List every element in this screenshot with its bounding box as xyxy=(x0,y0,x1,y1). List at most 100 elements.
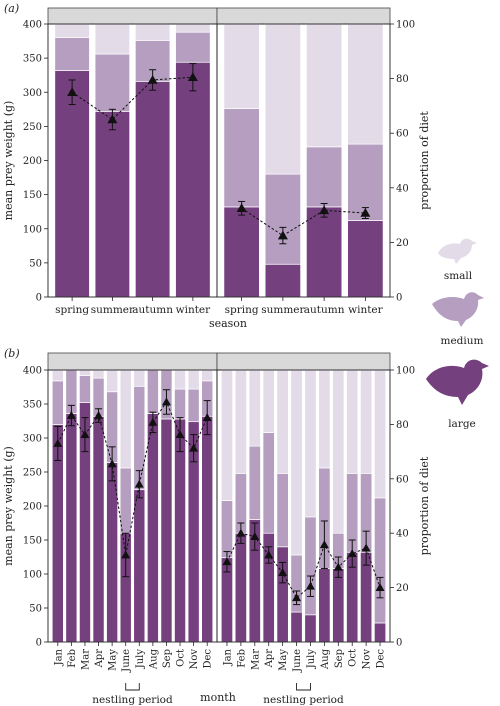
panel-a-mean-point-male-winter xyxy=(360,208,371,217)
panel-b-mean-point-female-feb xyxy=(66,411,76,419)
panel-a-right-tick-label-20: 20 xyxy=(396,238,409,249)
panel-b-x-tick-label-female-mar: Mar xyxy=(80,649,91,670)
panel-b-mean-point-male-oct xyxy=(347,549,357,557)
panel-a-facet-strip-female xyxy=(47,7,218,25)
panel-b-y-tick-label-0: 0 xyxy=(36,638,42,649)
panel-b-right-tick-label-20: 20 xyxy=(396,583,409,594)
nestling-bracket-male xyxy=(296,683,311,691)
panel-a-y-tick-label-350: 350 xyxy=(23,54,42,65)
panel-b-right-tick-label-60: 60 xyxy=(396,474,409,485)
panel-b-bar-male-mar-small xyxy=(248,369,261,447)
panel-a-label: (a) xyxy=(4,2,19,15)
panel-a-bar-male-summer-medium xyxy=(264,173,301,265)
panel-a-mean-point-male-spring xyxy=(236,203,247,213)
panel-b-right-tick-label-0: 0 xyxy=(396,638,402,649)
panel-a-bar-female-summer-small xyxy=(94,23,131,55)
panel-b-bar-female-june-medium xyxy=(119,467,132,534)
panel-b-bar-male-may-large xyxy=(276,546,289,643)
panel-b-mean-point-male-jan xyxy=(222,557,232,566)
panel-b-right-tick-label-80: 80 xyxy=(396,420,409,431)
panel-b-bar-female-june-small xyxy=(119,369,132,469)
panel-b-bar-female-july-small xyxy=(133,369,146,387)
panel-a-mean-point-male-summer xyxy=(277,230,288,240)
panel-b-y-tick-label-250: 250 xyxy=(23,468,42,479)
panel-a-mean-point-female-autumn xyxy=(147,74,158,84)
panel-b-x-tick-label-male-aug: Aug xyxy=(320,648,331,670)
nestling-bracket-female xyxy=(125,683,140,691)
panel-a-y-axis-label: mean prey weight (g) xyxy=(2,101,15,221)
panel-a-y-tick-label-300: 300 xyxy=(23,88,42,99)
panel-b-bar-male-july-large xyxy=(304,614,317,643)
panel-b-x-tick-label-male-july: July xyxy=(306,649,317,670)
panel-a-bar-female-winter-medium xyxy=(175,31,211,63)
panel-b-x-tick-label-female-apr: Apr xyxy=(94,649,105,669)
panel-b-x-tick-label-female-sep: Sep xyxy=(162,649,173,668)
panel-a-bar-female-winter-small xyxy=(175,23,211,33)
panel-a-y-tick-label-400: 400 xyxy=(23,20,42,31)
small-bird-icon xyxy=(438,238,477,264)
panel-b-mean-point-female-may xyxy=(107,459,117,468)
panel-b-x-tick-label-male-mar: Mar xyxy=(250,649,261,670)
panel-a-right-tick-label-0: 0 xyxy=(396,293,402,304)
panel-a-right-tick-label-40: 40 xyxy=(396,183,409,194)
panel-b-x-tick-label-male-nov: Nov xyxy=(362,649,373,670)
panel-b-mean-point-male-feb xyxy=(236,528,246,537)
panel-b-bar-female-dec-large xyxy=(201,415,214,643)
panel-a-bar-female-spring-large xyxy=(54,70,90,298)
panel-a-bar-female-spring-medium xyxy=(54,37,90,71)
panel-a-bar-female-winter-large xyxy=(175,61,211,298)
panel-b-y-tick-label-400: 400 xyxy=(23,366,42,377)
panel-a-y-tick-label-0: 0 xyxy=(36,293,42,304)
panel-a-x-tick-label-male-spring: spring xyxy=(225,304,259,316)
panel-b-mean-point-female-apr xyxy=(94,411,104,419)
panel-a-frame-male xyxy=(216,23,391,298)
panel-b-x-tick-label-female-jan: Jan xyxy=(53,648,64,666)
panel-a-x-tick-label-female-winter: winter xyxy=(176,304,212,316)
panel-b-mean-point-female-nov xyxy=(189,443,199,452)
panel-b-x-tick-label-female-june: June xyxy=(121,649,132,673)
panel-b-x-axis-label: month xyxy=(200,691,236,704)
panel-b-mean-point-female-july xyxy=(134,479,144,488)
panel-b-facet-strip-male xyxy=(216,352,391,371)
panel-b-bar-male-apr-medium xyxy=(262,432,275,534)
panel-a-right-axis-label: proportion of diet xyxy=(418,111,431,210)
panel-b-frame-male xyxy=(216,369,391,643)
panel-b-bar-male-may-medium xyxy=(276,473,289,548)
nestling-label-male: nestling period xyxy=(263,694,344,706)
panel-a-mean-point-female-winter xyxy=(187,72,198,81)
panel-b-mean-point-male-nov xyxy=(361,543,371,552)
panel-b-bar-male-dec-large xyxy=(373,622,387,643)
panel-a-bar-male-winter-large xyxy=(347,220,384,298)
panel-a-x-tick-label-female-autumn: autumn xyxy=(132,304,173,316)
panel-b-bar-male-dec-small xyxy=(373,369,387,499)
panel-b-y-axis-label: mean prey weight (g) xyxy=(2,446,15,566)
panel-b-bar-female-aug-medium xyxy=(146,369,159,414)
panel-b-bar-male-nov-large xyxy=(360,551,373,643)
panel-b-x-tick-label-male-june: June xyxy=(292,649,303,673)
panel-a-bar-male-spring-medium xyxy=(223,108,260,208)
large-bird-icon xyxy=(426,359,489,405)
panel-b-bar-female-july-large xyxy=(133,489,146,643)
panel-b-bar-female-jan-medium xyxy=(51,380,64,425)
panel-a-right-tick-label-100: 100 xyxy=(396,20,415,31)
panel-b-mean-point-male-dec xyxy=(375,583,385,591)
panel-b-bar-male-feb-large xyxy=(234,532,247,643)
panel-a-x-tick-label-male-summer: summer xyxy=(261,304,305,316)
panel-b-mean-point-female-mar xyxy=(80,430,90,438)
legend-label-large: large xyxy=(448,418,476,430)
panel-b-bar-male-july-medium xyxy=(304,516,317,616)
panel-a-y-tick-label-150: 150 xyxy=(23,190,42,201)
panel-b-bar-female-dec-small xyxy=(201,369,214,382)
panel-b-bar-female-nov-small xyxy=(187,369,200,390)
panel-a-mean-line-female xyxy=(71,76,193,121)
panel-b-bar-female-may-small xyxy=(106,369,119,393)
panel-a-right-tick-label-80: 80 xyxy=(396,74,409,85)
panel-b-mean-point-female-aug xyxy=(148,417,158,426)
panel-b-y-tick-label-200: 200 xyxy=(23,502,42,513)
panel-b-x-tick-label-male-dec: Dec xyxy=(376,649,387,669)
legend: small medium large xyxy=(426,238,489,430)
panel-b-bar-female-oct-large xyxy=(174,418,186,643)
panel-a-mean-point-male-autumn xyxy=(319,205,330,215)
panel-b-x-tick-label-female-july: July xyxy=(135,649,146,670)
panel-b-mean-point-female-sep xyxy=(161,397,171,406)
